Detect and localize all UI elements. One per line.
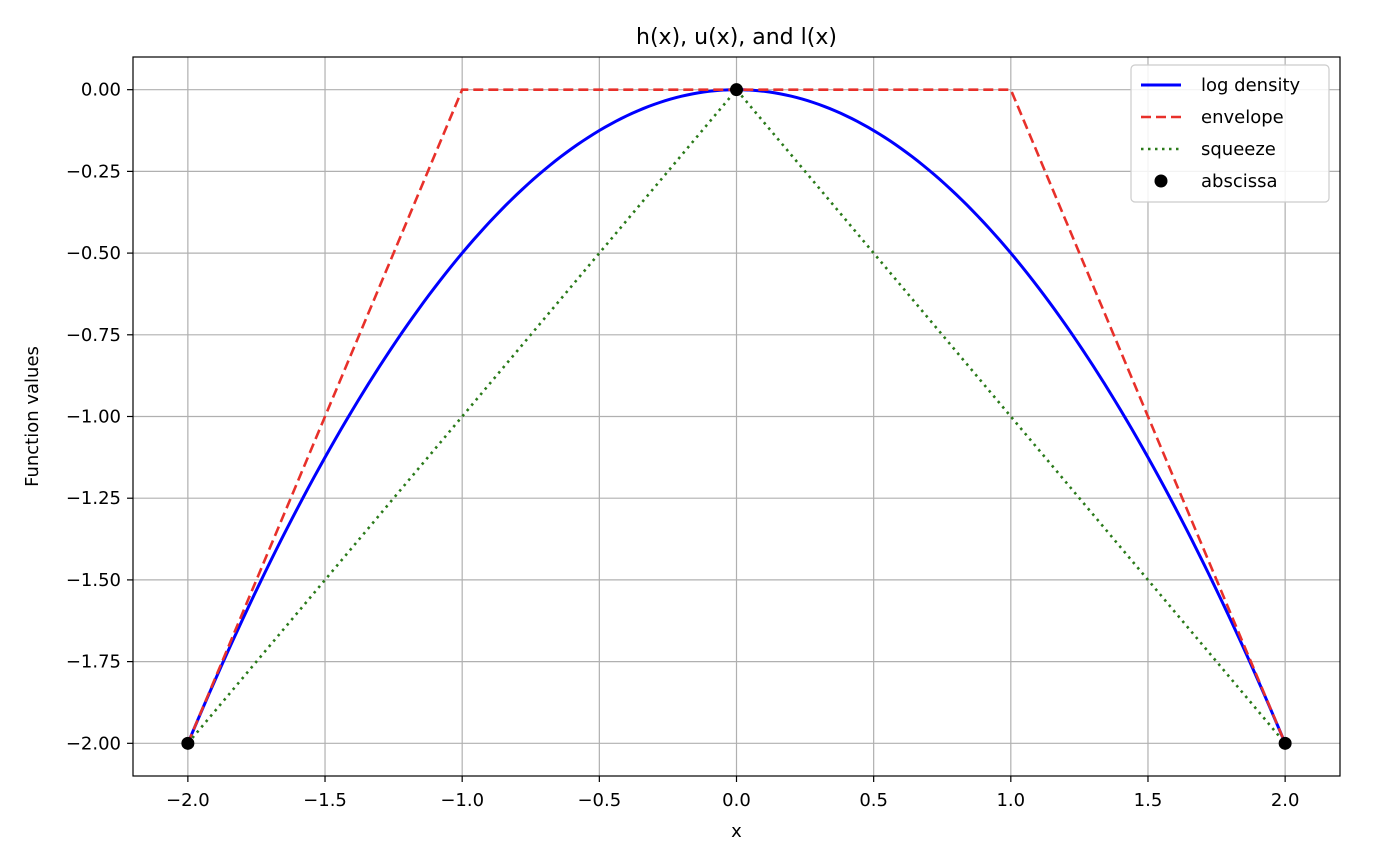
- x-tick-label: 1.0: [996, 790, 1025, 811]
- y-tick-label: 0.00: [81, 80, 121, 101]
- y-axis-label: Function values: [22, 346, 43, 487]
- plot-series: [181, 83, 1292, 750]
- x-tick-label: −2.0: [166, 790, 210, 811]
- legend-label-abscissa: abscissa: [1201, 171, 1278, 192]
- x-tick-label: −1.0: [440, 790, 484, 811]
- abscissa-point: [730, 83, 743, 97]
- x-axis-label: x: [731, 821, 742, 842]
- x-tick-label: 0.5: [859, 790, 888, 811]
- legend-swatch-abscissa: [1154, 174, 1168, 188]
- legend-box: [1130, 64, 1330, 203]
- y-tick-label: −2.00: [66, 733, 121, 754]
- x-tick-label: −0.5: [577, 790, 621, 811]
- legend-label-squeeze: squeeze: [1201, 139, 1276, 160]
- y-tick-label: −1.25: [66, 488, 121, 509]
- x-axis-ticks: −2.0 −1.5 −1.0 −0.5 0.0 0.5 1.0 1.5 2.0: [166, 776, 1299, 811]
- abscissa-point: [1278, 736, 1292, 750]
- x-tick-label: 2.0: [1271, 790, 1300, 811]
- chart-title: h(x), u(x), and l(x): [636, 25, 837, 50]
- x-tick-label: 1.5: [1134, 790, 1163, 811]
- x-tick-label: 0.0: [722, 790, 751, 811]
- abscissa-point: [181, 736, 195, 750]
- legend: log density envelope squeeze abscissa: [1130, 64, 1330, 203]
- y-tick-label: −0.50: [66, 243, 121, 264]
- y-tick-label: −1.75: [66, 652, 121, 673]
- y-tick-label: −1.00: [66, 407, 121, 428]
- y-tick-label: −1.50: [66, 570, 121, 591]
- legend-label-envelope: envelope: [1201, 107, 1284, 128]
- y-axis-ticks: 0.00 −0.25 −0.50 −0.75 −1.00 −1.25 −1.50 −1.75 −…: [66, 80, 133, 754]
- y-tick-label: −0.75: [66, 325, 121, 346]
- y-tick-label: −0.25: [66, 161, 121, 182]
- x-tick-label: −1.5: [303, 790, 347, 811]
- legend-label-log-density: log density: [1201, 75, 1301, 96]
- squeeze-line: [186, 87, 1287, 745]
